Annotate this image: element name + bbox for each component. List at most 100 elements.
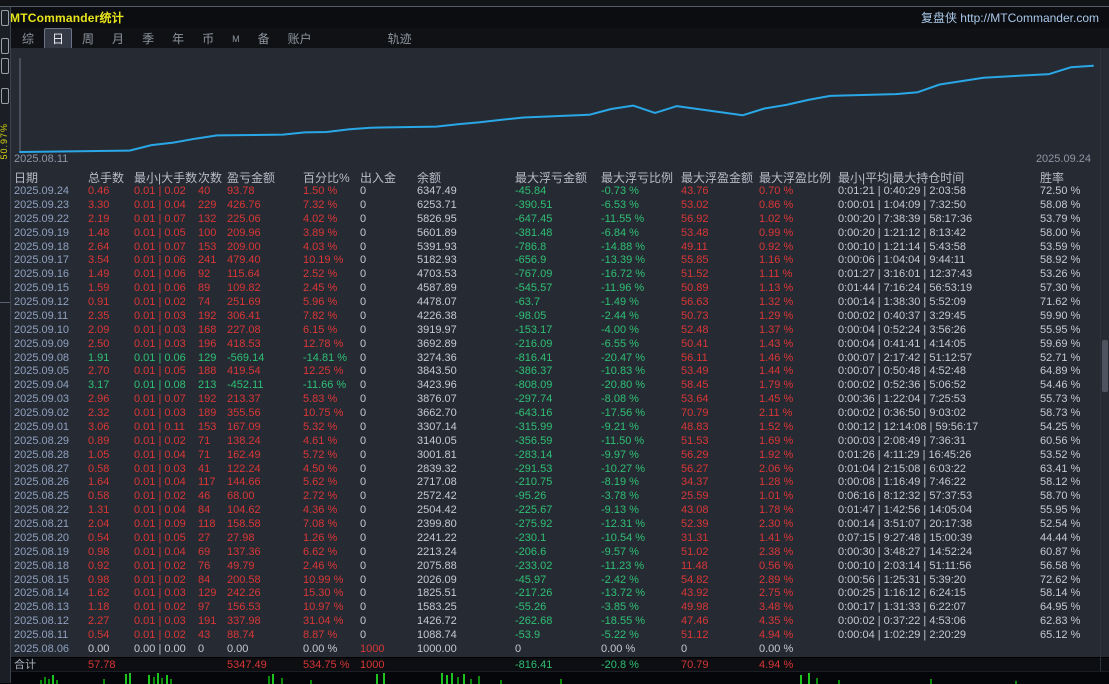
table-row[interactable]: 2025.08.14 1.62 0.01 | 0.03 129 242.26 15.30 … bbox=[0, 587, 1109, 601]
menu-item-综[interactable]: 综 bbox=[22, 31, 35, 46]
activity-bar bbox=[816, 678, 818, 684]
table-row[interactable]: 2025.09.18 2.64 0.01 | 0.07 153 209.00 4.03 %… bbox=[0, 241, 1109, 255]
table-cell: -53.9 bbox=[515, 629, 541, 641]
menu-item-M[interactable]: M bbox=[232, 34, 240, 44]
table-cell: 0:00:12 | 12:14:08 | 59:56:17 bbox=[838, 420, 979, 433]
bottom-activity-strip bbox=[0, 671, 1109, 684]
table-cell: 0:00:04 | 1:02:29 | 2:20:29 bbox=[838, 629, 967, 641]
table-cell: 162.49 bbox=[227, 448, 261, 461]
table-row[interactable]: 2025.09.05 2.70 0.01 | 0.05 188 419.54 12.25 … bbox=[0, 365, 1109, 379]
header-cell-10: 最大浮盈金额 bbox=[681, 171, 754, 185]
table-cell: 0 bbox=[360, 365, 367, 378]
table-row[interactable]: 2025.09.24 0.46 0.01 | 0.02 40 93.78 1.50 % 0 6… bbox=[0, 185, 1109, 199]
table-cell: 3692.89 bbox=[417, 337, 457, 350]
menu-item-周[interactable]: 周 bbox=[82, 31, 95, 46]
table-row[interactable]: 2025.08.15 0.98 0.01 | 0.02 84 200.58 10.99 %… bbox=[0, 574, 1109, 588]
menu-item-季[interactable]: 季 bbox=[142, 31, 155, 46]
menu-item-币[interactable]: 币 bbox=[202, 31, 215, 46]
toolbar-button[interactable] bbox=[1, 58, 9, 74]
table-cell: -11.50 % bbox=[601, 434, 645, 447]
header-cell-9: 最大浮亏比例 bbox=[601, 171, 674, 185]
table-cell: -767.09 bbox=[515, 268, 553, 281]
table-row[interactable]: 2025.08.21 2.04 0.01 | 0.09 118 158.58 7.08 %… bbox=[0, 518, 1109, 532]
table-row[interactable]: 2025.09.23 3.30 0.01 | 0.04 229 426.76 7.32 %… bbox=[0, 199, 1109, 213]
toolbar-button[interactable] bbox=[1, 88, 9, 104]
table-row[interactable]: 2025.09.03 2.96 0.01 | 0.07 192 213.37 5.83 %… bbox=[0, 393, 1109, 407]
table-row[interactable]: 2025.09.08 1.91 0.01 | 0.06 129 -569.14 -14.8… bbox=[0, 352, 1109, 366]
table-cell: 0.01 | 0.03 bbox=[134, 462, 186, 475]
toolbar-button[interactable] bbox=[1, 38, 9, 54]
table-row[interactable]: 2025.08.18 0.92 0.01 | 0.02 76 49.79 2.46 % 0 2… bbox=[0, 560, 1109, 574]
table-row[interactable]: 2025.09.11 2.35 0.01 | 0.03 192 306.41 7.82 %… bbox=[0, 310, 1109, 324]
toolbar-button[interactable] bbox=[1, 10, 9, 26]
table-row[interactable]: 2025.08.11 0.54 0.01 | 0.02 43 88.74 8.87 % 0 1… bbox=[0, 629, 1109, 643]
menu-item-轨迹[interactable]: 轨迹 bbox=[387, 31, 412, 46]
activity-bar bbox=[310, 680, 312, 684]
table-row[interactable]: 2025.09.16 1.49 0.01 | 0.06 92 115.64 2.52 % 0… bbox=[0, 268, 1109, 282]
table-row[interactable]: 2025.09.12 0.91 0.01 | 0.02 74 251.69 5.96 % 0… bbox=[0, 296, 1109, 310]
scrollbar-thumb[interactable] bbox=[1102, 340, 1108, 392]
table-row[interactable]: 2025.08.25 0.58 0.01 | 0.02 46 68.00 2.72 % 0 2… bbox=[0, 490, 1109, 504]
menu-item-年[interactable]: 年 bbox=[172, 31, 185, 46]
table-cell: 191 bbox=[198, 615, 217, 628]
table-row[interactable]: 2025.09.02 2.32 0.01 | 0.03 189 355.56 10.75 … bbox=[0, 407, 1109, 421]
total-cell bbox=[134, 658, 198, 671]
table-cell: 97 bbox=[198, 601, 211, 614]
table-cell: 3.54 bbox=[88, 254, 110, 267]
table-row[interactable]: 2025.09.22 2.19 0.01 | 0.07 132 225.06 4.02 %… bbox=[0, 213, 1109, 227]
menu-item-月[interactable]: 月 bbox=[112, 31, 125, 46]
table-row[interactable]: 2025.08.22 1.31 0.01 | 0.04 84 104.62 4.36 % 0… bbox=[0, 504, 1109, 518]
table-cell: 0 bbox=[360, 393, 367, 406]
table-cell: 63.41 % bbox=[1040, 462, 1081, 475]
table-cell: 56.92 bbox=[681, 212, 709, 225]
menu-item-账户[interactable]: 账户 bbox=[287, 31, 312, 46]
table-row[interactable]: 2025.08.26 1.64 0.01 | 0.04 117 144.66 5.62 %… bbox=[0, 476, 1109, 490]
table-cell: -291.53 bbox=[515, 462, 553, 475]
table-cell: 6.62 % bbox=[303, 545, 338, 558]
table-cell: 4.94 % bbox=[759, 629, 794, 641]
table-cell: 27.98 bbox=[227, 531, 255, 544]
activity-bar bbox=[170, 679, 172, 684]
table-row[interactable]: 2025.08.20 0.54 0.01 | 0.05 27 27.98 1.26 % 0 2… bbox=[0, 532, 1109, 546]
table-row[interactable]: 2025.08.12 2.27 0.01 | 0.03 191 337.98 31.04 … bbox=[0, 615, 1109, 629]
table-cell: 2.09 bbox=[88, 323, 110, 336]
table-cell: 0.00 bbox=[88, 642, 110, 655]
table-cell: 46 bbox=[198, 490, 211, 503]
table-row[interactable]: 2025.09.17 3.54 0.01 | 0.06 241 479.40 10.19 … bbox=[0, 254, 1109, 268]
table-cell: 52.39 bbox=[681, 518, 709, 530]
activity-bar bbox=[153, 677, 155, 684]
table-row[interactable]: 2025.09.19 1.48 0.01 | 0.05 100 209.96 3.89 %… bbox=[0, 227, 1109, 241]
equity-line bbox=[19, 64, 1094, 153]
table-row[interactable]: 2025.09.04 3.17 0.01 | 0.08 213 -452.11 -11.6… bbox=[0, 379, 1109, 393]
menu-item-日[interactable]: 日 bbox=[44, 27, 73, 49]
table-cell: 2025.09.18 bbox=[14, 240, 70, 253]
table-cell: 0.01 | 0.06 bbox=[134, 254, 186, 267]
table-cell: 0 bbox=[360, 198, 367, 211]
header-cell-3: 次数 bbox=[198, 171, 223, 185]
table-row[interactable]: 2025.08.06 0.00 0.00 | 0.00 0 0.00 0.00 % 1000… bbox=[0, 643, 1109, 657]
table-row[interactable]: 2025.08.13 1.18 0.01 | 0.02 97 156.53 10.97 %… bbox=[0, 601, 1109, 615]
brand-link[interactable]: 复盘侠 http://MTCommander.com bbox=[920, 11, 1099, 25]
table-cell: 2504.42 bbox=[417, 504, 457, 517]
table-cell: 0.46 bbox=[88, 185, 110, 197]
total-cell: -816.41 bbox=[515, 659, 553, 671]
table-cell: 50.89 bbox=[681, 282, 709, 295]
table-row[interactable]: 2025.09.10 2.09 0.01 | 0.03 168 227.08 6.15 %… bbox=[0, 324, 1109, 338]
table-cell: 1583.25 bbox=[417, 601, 457, 614]
table-row[interactable]: 2025.08.28 1.05 0.01 | 0.04 71 162.49 5.72 % 0… bbox=[0, 449, 1109, 463]
table-cell: 2025.09.10 bbox=[14, 323, 70, 336]
table-row[interactable]: 2025.08.29 0.89 0.01 | 0.02 71 138.24 4.61 % 0… bbox=[0, 435, 1109, 449]
table-cell: 144.66 bbox=[227, 476, 261, 489]
table-row[interactable]: 2025.09.09 2.50 0.01 | 0.03 196 418.53 12.78 … bbox=[0, 338, 1109, 352]
table-row[interactable]: 2025.08.27 0.58 0.01 | 0.03 41 122.24 4.50 % 0… bbox=[0, 463, 1109, 477]
table-cell: 1.48 bbox=[88, 226, 110, 239]
table-cell: 7.32 % bbox=[303, 198, 338, 211]
table-cell: -98.05 bbox=[515, 309, 547, 322]
table-cell: 0:00:08 | 1:16:49 | 7:46:22 bbox=[838, 476, 967, 489]
table-cell: 0.01 | 0.04 bbox=[134, 545, 186, 558]
table-row[interactable]: 2025.09.01 3.06 0.01 | 0.11 153 167.09 5.32 %… bbox=[0, 421, 1109, 435]
title-bar: MTCommander统计 复盘侠 http://MTCommander.com bbox=[0, 7, 1109, 28]
table-row[interactable]: 2025.08.19 0.98 0.01 | 0.04 69 137.36 6.62 % 0… bbox=[0, 546, 1109, 560]
menu-item-备[interactable]: 备 bbox=[257, 31, 270, 46]
table-row[interactable]: 2025.09.15 1.59 0.01 | 0.06 89 109.82 2.45 % 0… bbox=[0, 282, 1109, 296]
